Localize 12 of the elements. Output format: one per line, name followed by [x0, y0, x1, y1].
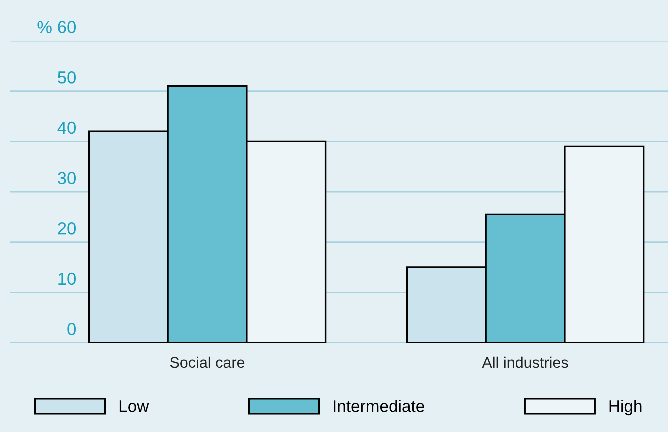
y-tick-label: 50 [58, 72, 76, 84]
y-tick-label: % 60 [38, 21, 76, 34]
y-tick-label: 30 [58, 172, 76, 184]
legend-label: Low [120, 400, 150, 412]
y-tick-label: 40 [58, 122, 76, 134]
y-tick-label: 20 [58, 222, 76, 235]
y-tick-label: 10 [58, 272, 76, 286]
legend-label: High [610, 400, 642, 416]
legend-label: Intermediate [334, 400, 424, 412]
y-tick-label: 0 [68, 323, 76, 336]
x-tick-label: All industries [482, 356, 568, 368]
x-tick-label: Social care [170, 356, 245, 368]
